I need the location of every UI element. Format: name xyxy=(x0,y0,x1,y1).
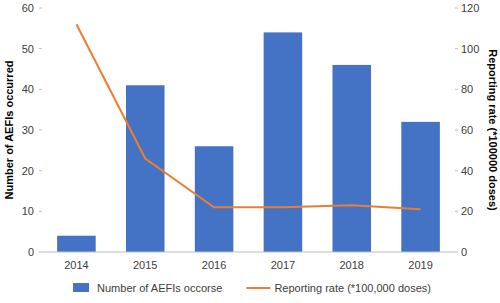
y2-tick-label: 60 xyxy=(461,124,473,136)
y-tick xyxy=(39,211,42,212)
chart: 0 10 20 30 40 50 60 0 20 40 60 80 100 120 Number of AE… xyxy=(0,0,500,303)
y2-tick-label: 0 xyxy=(461,246,467,258)
y2-tick-label: 100 xyxy=(461,43,479,55)
bar xyxy=(332,65,371,252)
y2-tick xyxy=(455,89,458,90)
y2-tick xyxy=(455,170,458,171)
y2-tick xyxy=(455,8,458,9)
y-tick-label: 10 xyxy=(22,205,34,217)
legend-swatch xyxy=(73,283,89,292)
bar xyxy=(264,32,303,252)
y2-tick-label: 40 xyxy=(461,165,473,177)
y2-tick-label: 80 xyxy=(461,83,473,95)
bar xyxy=(401,122,440,252)
bar xyxy=(195,146,234,252)
y2-tick xyxy=(455,130,458,131)
y2-axis-label: Reporting rate (*100000 doses) xyxy=(487,49,499,211)
line xyxy=(76,24,420,209)
y2-tick-label: 20 xyxy=(461,205,473,217)
bar xyxy=(57,236,96,252)
x-tick-label: 2014 xyxy=(64,259,88,271)
legend-item: Reporting rate (*100,000 doses) xyxy=(246,282,431,294)
y-tick-label: 60 xyxy=(22,2,34,14)
legend: Number of AEFIs occorse Reporting rate (*… xyxy=(73,282,431,294)
y2-tick xyxy=(455,252,458,253)
y-tick-label: 30 xyxy=(22,124,34,136)
x-axis-line xyxy=(42,252,455,253)
y-tick-label: 20 xyxy=(22,165,34,177)
x-tick-label: 2017 xyxy=(271,259,295,271)
y-tick xyxy=(39,252,42,253)
y-tick xyxy=(39,48,42,49)
legend-item: Number of AEFIs occorse xyxy=(73,282,222,294)
legend-swatch xyxy=(246,287,270,289)
y-tick-label: 40 xyxy=(22,83,34,95)
y-axis-label: Number of AEFIs occurred xyxy=(3,61,15,200)
y2-tick xyxy=(455,211,458,212)
x-tick-label: 2019 xyxy=(408,259,432,271)
legend-label: Reporting rate (*100,000 doses) xyxy=(274,282,431,294)
y-tick-label: 50 xyxy=(22,43,34,55)
x-tick-label: 2015 xyxy=(133,259,157,271)
y-tick xyxy=(39,130,42,131)
y2-tick xyxy=(455,48,458,49)
x-tick-label: 2018 xyxy=(340,259,364,271)
x-tick-label: 2016 xyxy=(202,259,226,271)
legend-label: Number of AEFIs occorse xyxy=(97,282,222,294)
y2-tick-label: 120 xyxy=(461,2,479,14)
marks xyxy=(57,24,440,252)
y-tick xyxy=(39,89,42,90)
y-tick xyxy=(39,8,42,9)
y-tick-label: 0 xyxy=(28,246,34,258)
y-tick xyxy=(39,170,42,171)
